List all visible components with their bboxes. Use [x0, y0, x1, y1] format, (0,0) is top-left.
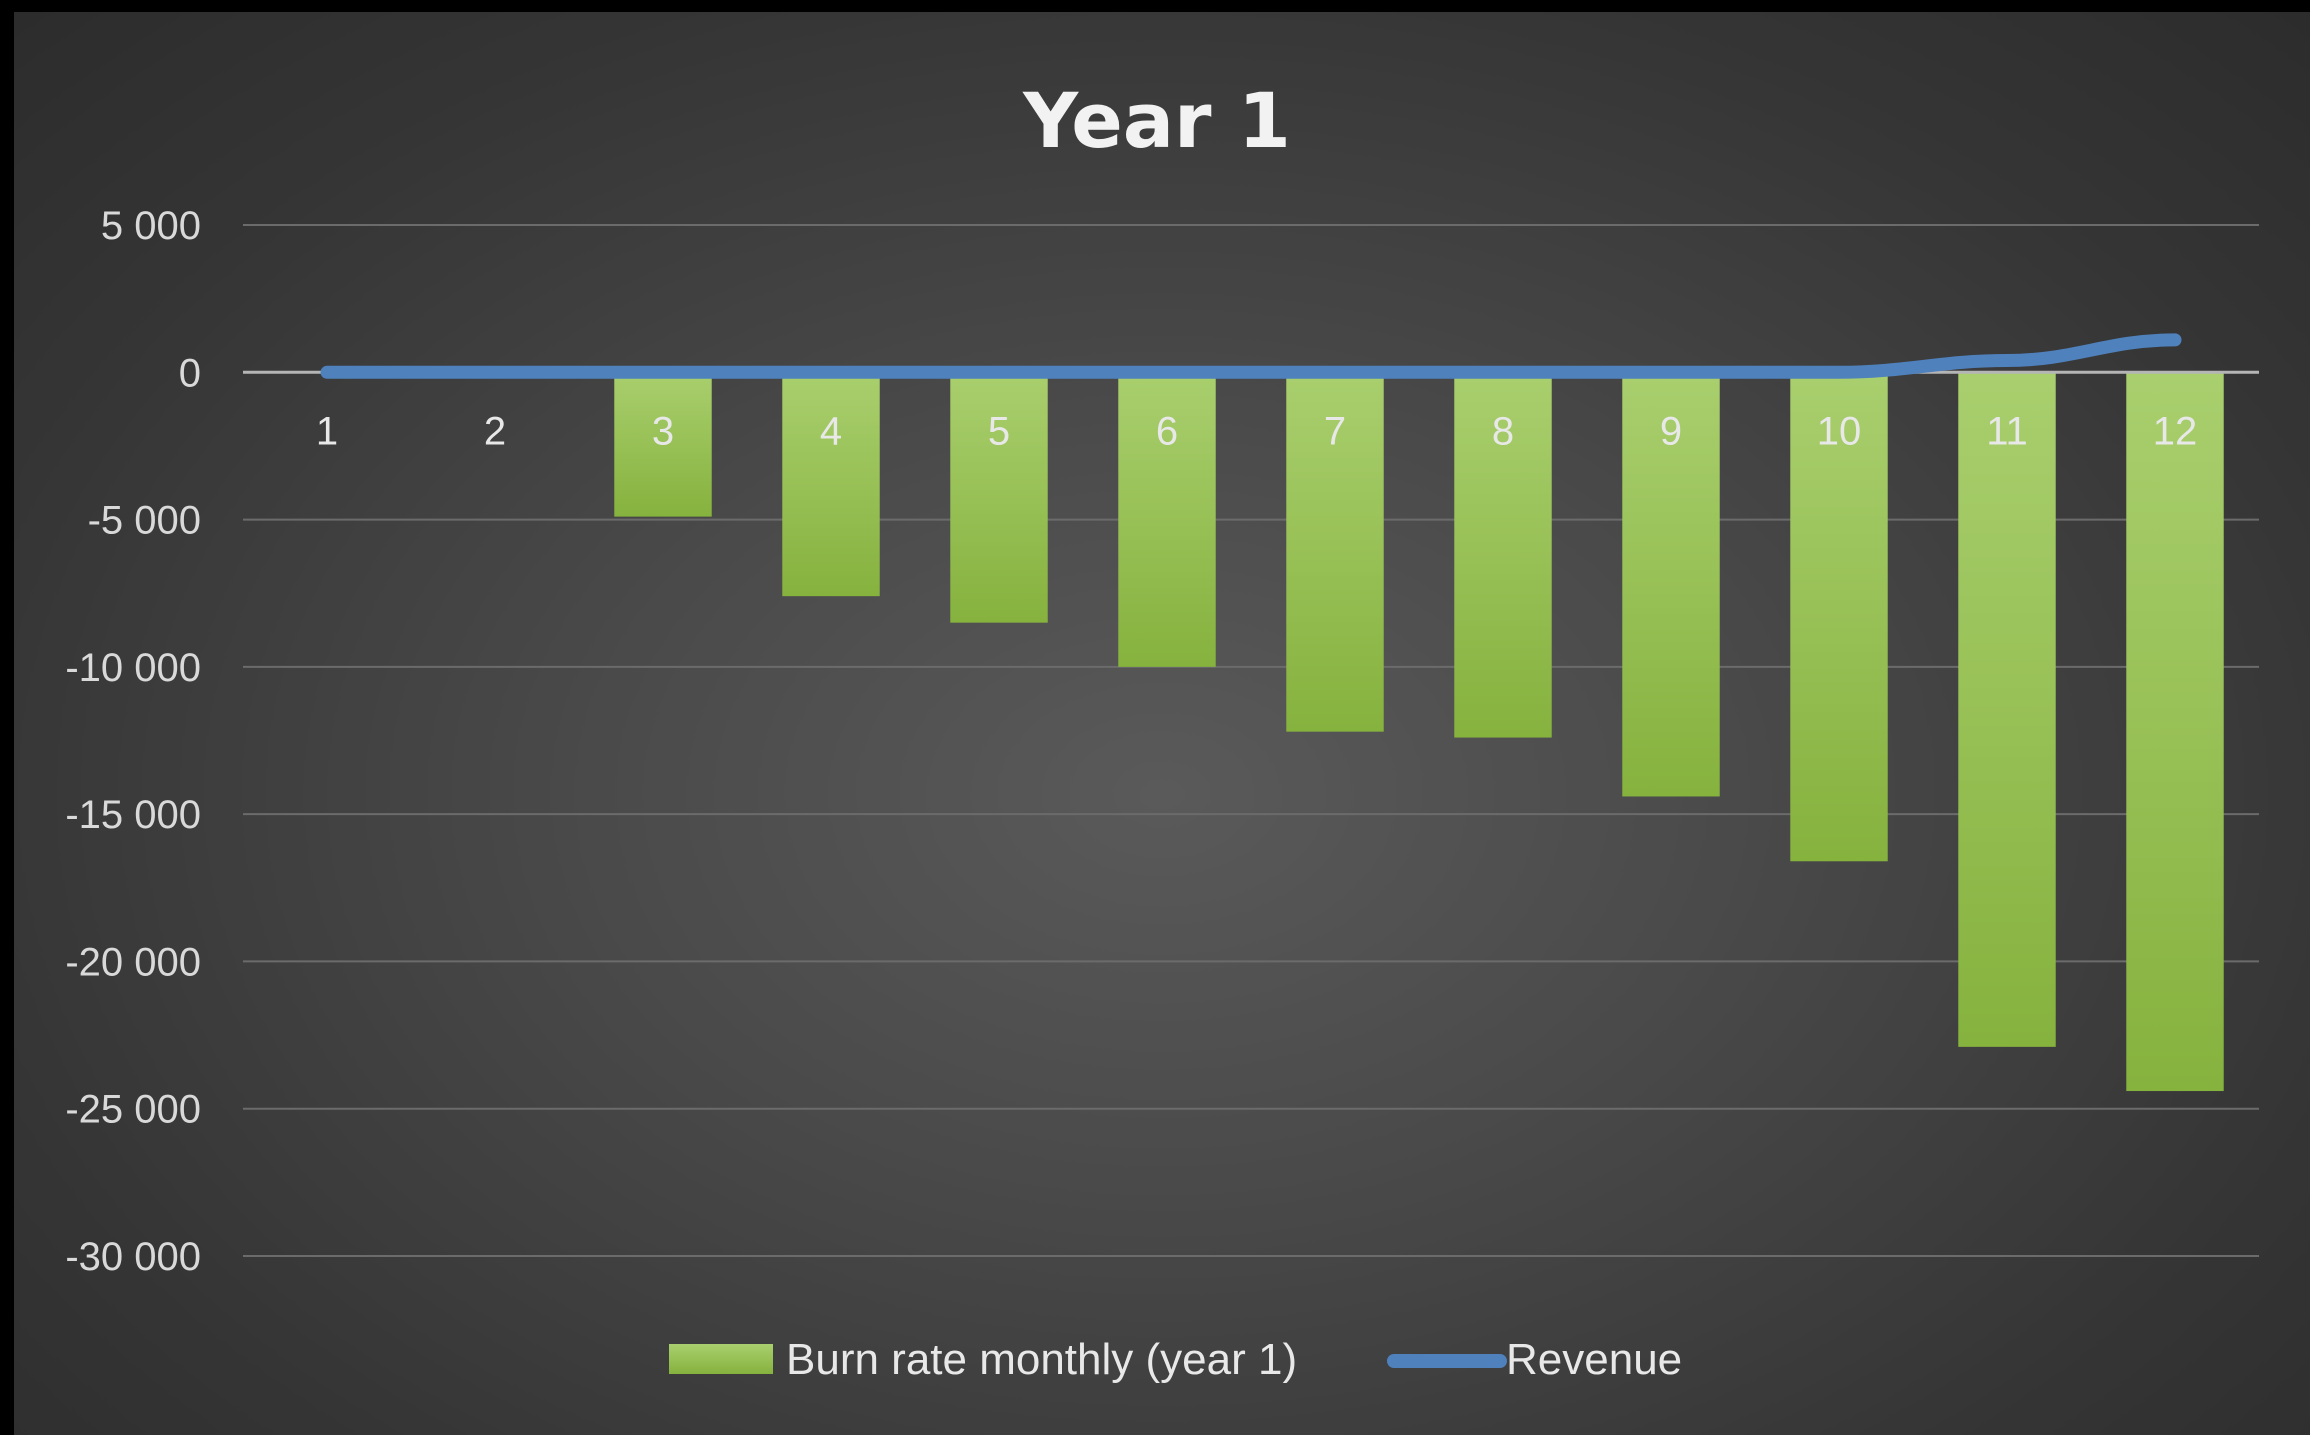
y-tick-label: -20 000	[65, 940, 201, 984]
x-tick-label: 9	[1660, 409, 1682, 453]
legend-bar-swatch	[669, 1344, 773, 1374]
bar	[1118, 372, 1216, 667]
bar	[782, 372, 880, 597]
chart-title: Year 1	[1022, 76, 1291, 165]
chart-frame: Year 1 5 000 0 -5 000 -10 000 -15 000 -20 000…	[14, 12, 2310, 1435]
revenue-line	[320, 333, 2182, 379]
gridlines	[243, 224, 2259, 1257]
bar	[1790, 372, 1888, 862]
legend-bar-label: Burn rate monthly (year 1)	[786, 1335, 1297, 1384]
y-tick-label: -10 000	[65, 646, 201, 690]
bar	[2126, 372, 2224, 1092]
y-axis-ticks: 5 000 0 -5 000 -10 000 -15 000 -20 000 -25 000…	[65, 204, 201, 1279]
y-tick-label: -25 000	[65, 1088, 201, 1132]
revenue-line-layer	[320, 333, 2182, 379]
y-tick-label: -30 000	[65, 1235, 201, 1279]
x-tick-label: 6	[1156, 409, 1178, 453]
legend: Burn rate monthly (year 1) Revenue	[669, 1335, 1682, 1384]
burn-rate-chart: Year 1 5 000 0 -5 000 -10 000 -15 000 -20 000…	[65, 76, 2259, 1384]
x-tick-label: 2	[484, 409, 506, 453]
y-tick-label: 5 000	[101, 204, 201, 248]
x-tick-label: 7	[1324, 409, 1346, 453]
bar	[1958, 372, 2056, 1047]
y-tick-label: -15 000	[65, 793, 201, 837]
bar	[1286, 372, 1384, 732]
legend-line-label: Revenue	[1506, 1335, 1682, 1384]
bar	[950, 372, 1048, 623]
x-tick-label: 12	[2153, 409, 2198, 453]
x-tick-label: 3	[652, 409, 674, 453]
y-tick-label: -5 000	[88, 499, 201, 543]
x-tick-label: 5	[988, 409, 1010, 453]
y-tick-label: 0	[179, 351, 201, 395]
bar	[614, 372, 712, 517]
x-tick-label: 4	[820, 409, 842, 453]
bar	[1454, 372, 1552, 738]
x-axis-ticks: 1 2 3 4 5 6 7 8 9 10 11 12	[316, 409, 2197, 453]
x-tick-label: 8	[1492, 409, 1514, 453]
bar	[1622, 372, 1720, 797]
x-tick-label: 11	[1986, 409, 2028, 453]
x-tick-label: 1	[316, 409, 338, 453]
x-tick-label: 10	[1817, 409, 1862, 453]
bars	[614, 372, 2224, 1092]
